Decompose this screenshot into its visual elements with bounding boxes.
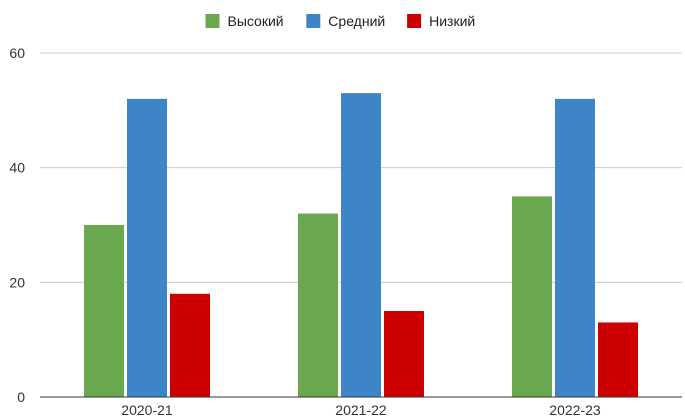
bar-2021-22-Низкий [384,311,424,397]
legend-item-Средний: Средний [306,13,385,29]
y-tick-label: 60 [9,45,25,61]
bar-2020-21-Средний [127,98,167,397]
bar-2021-22-Средний [341,93,381,397]
x-tick-label: 2022-23 [549,402,601,418]
legend-item-Низкий: Низкий [407,13,475,29]
bar-2022-23-Средний [555,98,595,397]
x-tick-label: 2020-21 [121,402,173,418]
bar-2022-23-Низкий [598,322,638,397]
bars [84,93,638,397]
legend-swatch [306,14,321,28]
legend-label: Низкий [429,13,475,29]
bar-2021-22-Высокий [298,213,338,397]
legend-label: Высокий [228,13,284,29]
bar-2020-21-Низкий [170,293,210,397]
axes: 0 20 40 60 2020-21 2021-22 2022-23 [9,45,682,418]
y-tick-label: 20 [9,274,25,290]
bar-2022-23-Высокий [512,196,552,397]
legend: Высокий Средний Низкий [205,13,475,29]
y-tick-label: 40 [9,160,25,176]
legend-item-Высокий: Высокий [205,13,284,29]
y-tick-label: 0 [17,389,25,405]
bar-2020-21-Высокий [84,225,124,397]
legend-label: Средний [328,13,385,29]
x-tick-label: 2021-22 [335,402,387,418]
legend-swatch [407,14,422,28]
legend-swatch [205,14,220,28]
